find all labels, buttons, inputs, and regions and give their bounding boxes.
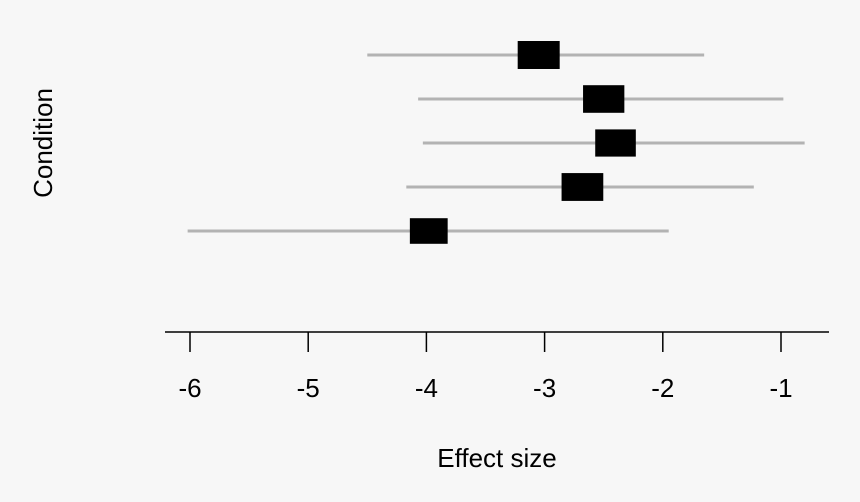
x-tick-label: -1 xyxy=(769,373,792,403)
y-axis-label: Condition xyxy=(28,88,58,198)
x-axis-label: Effect size xyxy=(437,443,556,473)
forest-row-5 xyxy=(187,218,669,244)
x-tick-label: -6 xyxy=(178,373,201,403)
effect-estimate-marker xyxy=(583,85,625,113)
x-axis-ticks: -6 -5 -4 -3 -2 -1 xyxy=(178,332,793,403)
forest-row-3 xyxy=(422,129,805,157)
rows-layer xyxy=(187,41,805,244)
x-tick-label: -4 xyxy=(415,373,438,403)
x-tick-label: -2 xyxy=(651,373,674,403)
forest-row-1 xyxy=(367,41,705,69)
x-tick-label: -3 xyxy=(533,373,556,403)
effect-estimate-marker xyxy=(517,41,560,69)
x-tick-label: -5 xyxy=(297,373,320,403)
effect-estimate-marker xyxy=(409,218,448,244)
effect-estimate-marker xyxy=(561,173,604,201)
forest-row-2 xyxy=(418,85,784,113)
effect-estimate-marker xyxy=(595,129,636,157)
forest-row-4 xyxy=(406,173,754,201)
